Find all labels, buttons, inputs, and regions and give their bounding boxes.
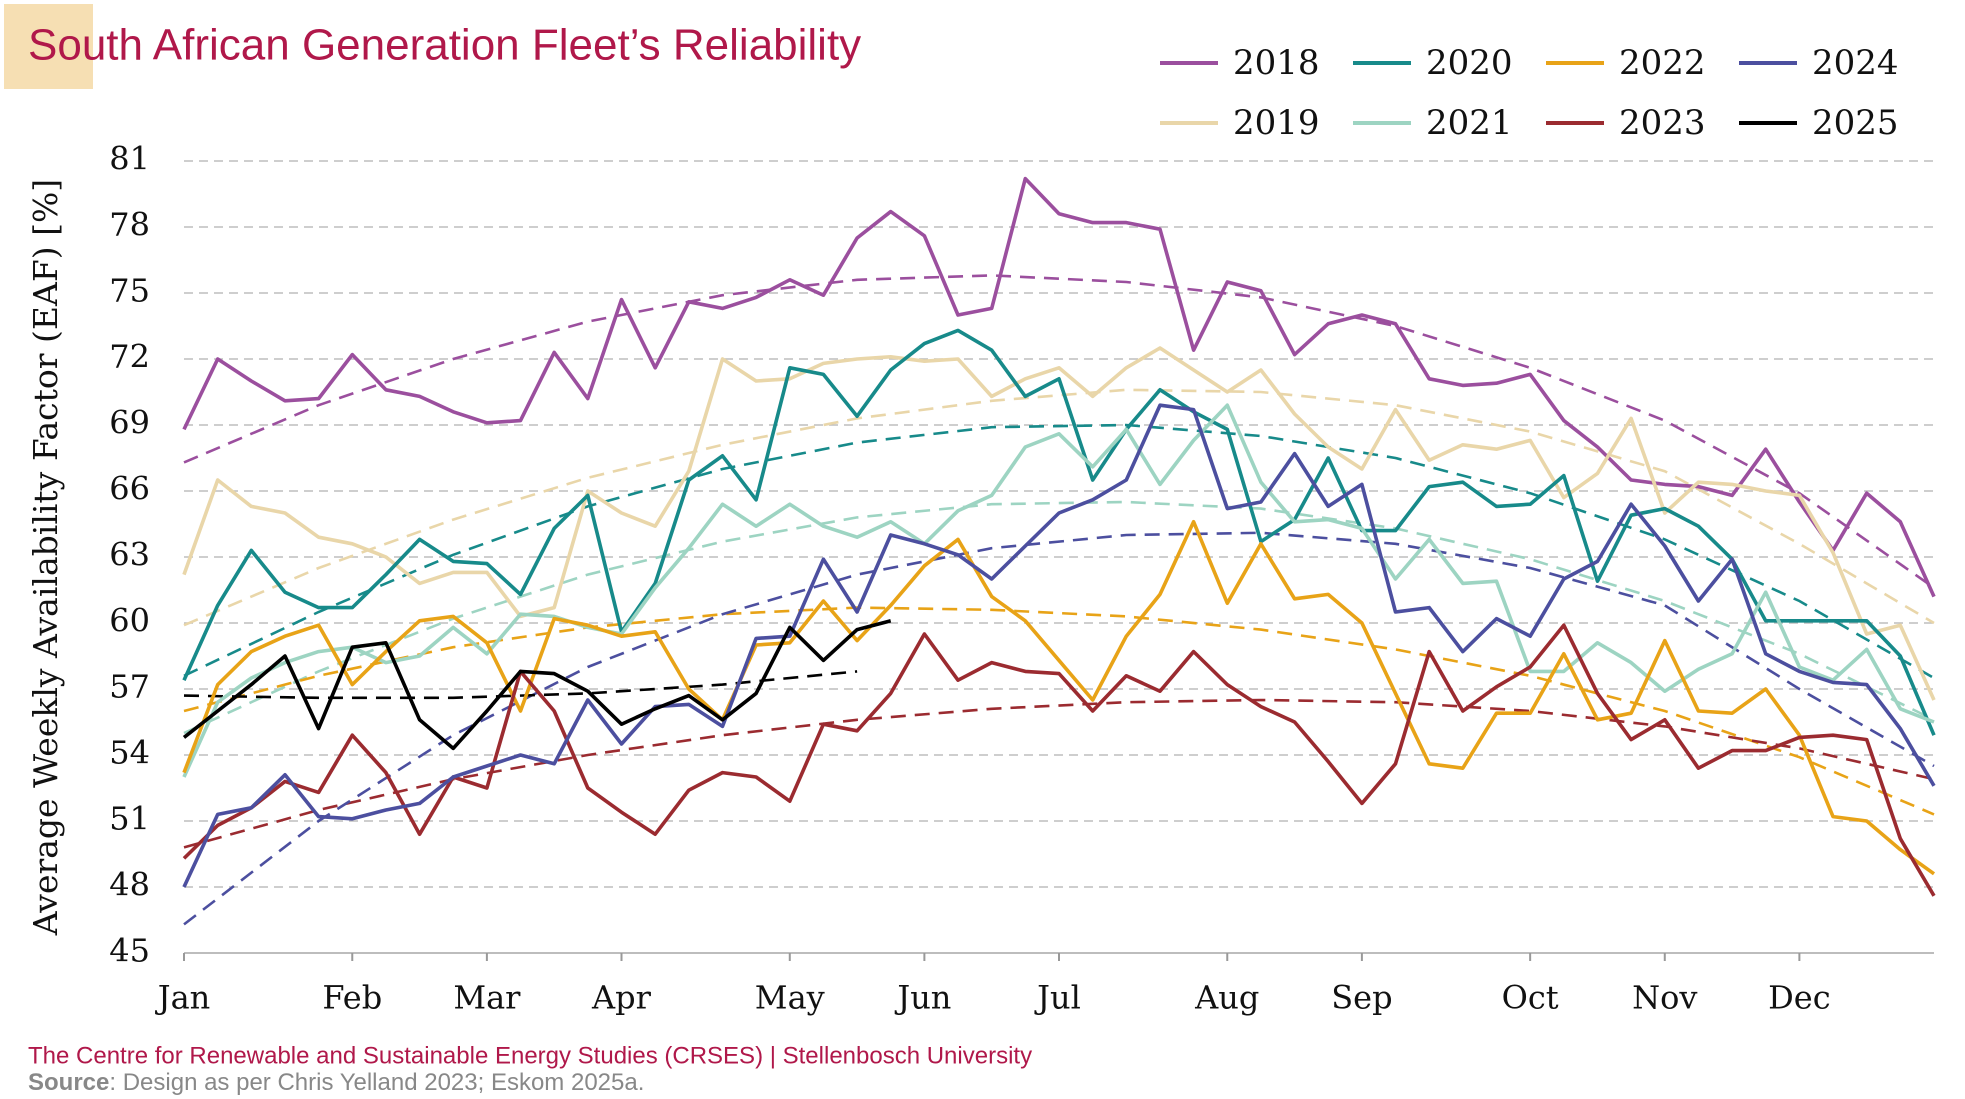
legend-label: 2018 <box>1233 43 1320 83</box>
y-tick-label: 69 <box>109 404 150 442</box>
x-tick-label: Sep <box>1331 979 1392 1017</box>
y-axis-title: Average Weekly Availability Factor (EAF)… <box>26 179 65 936</box>
legend-label: 2024 <box>1812 43 1899 83</box>
x-tick-label: Apr <box>591 979 652 1017</box>
y-tick-label: 54 <box>109 734 150 772</box>
trend-line <box>183 670 858 700</box>
series-line <box>182 619 892 751</box>
series-line <box>182 403 1935 778</box>
legend-label: 2022 <box>1619 43 1706 83</box>
y-tick-label: 75 <box>109 272 150 310</box>
trend-line <box>183 531 1935 926</box>
source-label: Source <box>28 1069 109 1096</box>
y-tick-label: 81 <box>109 140 150 178</box>
trend-line <box>183 423 1935 680</box>
x-tick-label: Mar <box>453 979 521 1017</box>
y-tick-label: 60 <box>109 602 150 640</box>
x-tick-label: Jun <box>894 979 951 1017</box>
y-tick-label: 66 <box>109 470 150 508</box>
series-line <box>182 403 1936 888</box>
legend-label: 2025 <box>1812 103 1899 143</box>
x-tick-label: May <box>755 979 825 1017</box>
y-tick-label: 45 <box>109 932 150 970</box>
x-tick-label: Nov <box>1632 979 1697 1017</box>
x-tick-label: Dec <box>1768 979 1831 1017</box>
series-line <box>182 623 1936 897</box>
title-accent <box>4 4 93 89</box>
series-line <box>182 346 1936 701</box>
x-tick-label: Jul <box>1034 979 1081 1017</box>
legend-label: 2023 <box>1619 103 1706 143</box>
x-tick-label: Jan <box>155 979 211 1017</box>
y-tick-label: 78 <box>109 206 150 244</box>
series-line <box>182 328 1936 736</box>
series-line <box>182 176 1936 598</box>
legend-label: 2021 <box>1426 103 1513 143</box>
series-line <box>182 520 1936 876</box>
y-tick-label: 51 <box>109 800 150 838</box>
trend-line <box>183 500 1935 735</box>
legend-label: 2020 <box>1426 43 1513 83</box>
legend-label: 2019 <box>1233 103 1320 143</box>
x-tick-label: Feb <box>322 979 382 1017</box>
chart-title: South African Generation Fleet’s Reliabi… <box>28 21 861 70</box>
y-tick-label: 57 <box>109 668 150 706</box>
source-text: : Design as per Chris Yelland 2023; Esko… <box>109 1069 644 1096</box>
y-tick-label: 72 <box>109 338 150 376</box>
source: Source: Design as per Chris Yelland 2023… <box>28 1069 644 1096</box>
x-tick-label: Oct <box>1502 979 1559 1017</box>
x-tick-label: Aug <box>1194 979 1259 1017</box>
credit: The Centre for Renewable and Sustainable… <box>28 1042 1032 1069</box>
y-tick-label: 63 <box>109 536 150 574</box>
trend-line <box>183 388 1935 627</box>
trend-line <box>183 698 1935 849</box>
y-tick-label: 48 <box>109 866 150 904</box>
